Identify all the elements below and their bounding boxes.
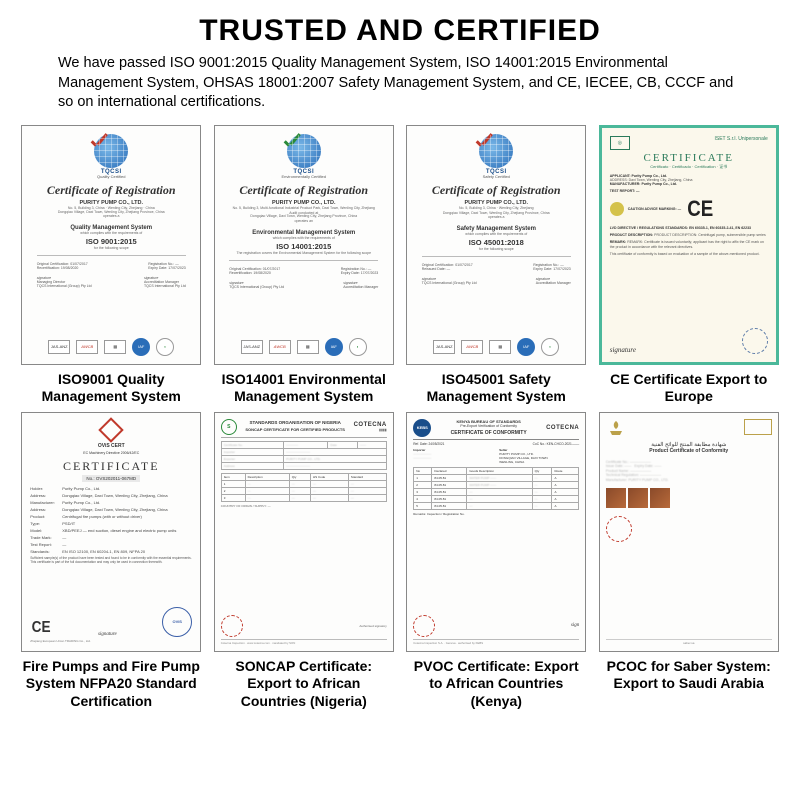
tqcsi-globe-icon: .check::before,.check::after{background:… (94, 134, 128, 168)
stamp-icon (221, 615, 243, 637)
cert-doc: TQCSI Environmentally Certified Certific… (214, 125, 394, 365)
ce-mark-icon: CE (32, 619, 51, 637)
cert-doc: TQCSI Safety Certified Certificate of Re… (406, 125, 586, 365)
cert-cell-nfpa20: OViS CERT EC Machinery Directive 2006/42… (18, 412, 205, 711)
logo-qr: ▦ (104, 340, 126, 354)
saudi-crest-icon (606, 419, 626, 439)
cert-heading: Certificate of Registration (47, 183, 176, 198)
ce-title: CERTIFICATE (610, 152, 768, 164)
cert-cell-iso45001: TQCSI Safety Certified Certificate of Re… (403, 125, 590, 406)
cert-doc: S STANDARDS ORGANISATION OF NIGERIA SONC… (214, 412, 394, 652)
ce-mark-icon: CE (687, 195, 713, 223)
son-logo-icon: S (221, 419, 237, 435)
tqcsi-globe-icon (287, 134, 321, 168)
kebs-items-table: NoDeclaredGoods DescriptionQtyRoute 184.… (413, 467, 579, 510)
certificates-grid: .check::before,.check::after{background:… (18, 125, 782, 711)
cert-doc: OViS CERT EC Machinery Directive 2006/42… (21, 412, 201, 652)
logo-iaf: IAF (132, 338, 150, 356)
seal-icon (742, 328, 768, 354)
cert-caption: ISO9001 Quality Management System (21, 371, 201, 406)
cert-cell-soncap: S STANDARDS ORGANISATION OF NIGERIA SONC… (211, 412, 398, 711)
ce-body: APPLICANT: Purity Pump Co., Ltd. ADDRESS… (610, 174, 768, 257)
ovis-logo-icon (99, 417, 124, 442)
cert-doc: ◎ISET S.r.l. Unipersonale CERTIFICATE Ce… (599, 125, 779, 365)
cert-doc: KEBS KENYA BUREAU OF STANDARDS Pre-Expor… (406, 412, 586, 652)
stamp-icon (413, 615, 435, 637)
stamp-icon: OViS (162, 607, 192, 637)
cert-cell-ce: ◎ISET S.r.l. Unipersonale CERTIFICATE Ce… (596, 125, 783, 406)
cert-cell-saber: شهادة مطابقة المنتج للوائح الفنية Produc… (596, 412, 783, 711)
page-subtitle: We have passed ISO 9001:2015 Quality Man… (58, 54, 742, 113)
kebs-logo-icon: KEBS (413, 419, 431, 437)
cert-doc: شهادة مطابقة المنتج للوائح الفنية Produc… (599, 412, 779, 652)
logo-awcb: AWCB (76, 340, 98, 354)
logo-jasanz: JAS-ANZ (48, 340, 70, 354)
cert-cell-iso9001: .check::before,.check::after{background:… (18, 125, 205, 406)
cert-cell-pvoc: KEBS KENYA BUREAU OF STANDARDS Pre-Expor… (403, 412, 590, 711)
son-header-table: Certificate No.————Date—— Importer——————… (221, 441, 387, 470)
tqcsi-globe-icon (479, 134, 513, 168)
accreditation-logos: JAS-ANZ AWCB ▦ IAF ◐ (48, 338, 174, 356)
cert-cell-iso14001: TQCSI Environmentally Certified Certific… (211, 125, 398, 406)
cert-tag: Quality Certified (97, 174, 125, 179)
page-title: TRUSTED AND CERTIFIED (18, 14, 782, 48)
company-name: PURITY PUMP CO., LTD. (79, 200, 143, 206)
iso-code: ISO 9001:2015 (86, 237, 137, 246)
logo-globe: ◐ (156, 338, 174, 356)
cert-doc: .check::before,.check::after{background:… (21, 125, 201, 365)
stamp-icon (606, 516, 632, 542)
son-items-table: ItemDescriptionQtyHS CodeStandard 1———— … (221, 473, 387, 502)
product-thumbs (606, 488, 772, 508)
